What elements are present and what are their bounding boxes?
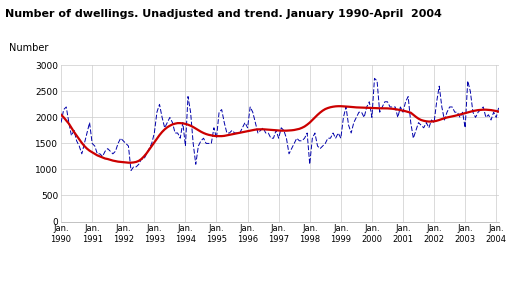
Number of dwellings, unadjusted <box>58 121 64 124</box>
Number of dwellings, trend <box>224 134 230 137</box>
Number of dwellings, unadjusted <box>291 142 297 145</box>
Text: Number of dwellings. Unadjusted and trend. January 1990-April  2004: Number of dwellings. Unadjusted and tren… <box>5 9 442 18</box>
Number of dwellings, unadjusted <box>372 77 378 80</box>
Line: Number of dwellings, trend: Number of dwellings, trend <box>61 106 499 163</box>
Number of dwellings, unadjusted <box>128 169 134 172</box>
Number of dwellings, trend <box>120 160 126 164</box>
Number of dwellings, unadjusted <box>496 105 502 109</box>
Number of dwellings, trend <box>291 128 297 132</box>
Number of dwellings, trend <box>455 114 461 117</box>
Number of dwellings, unadjusted <box>270 137 276 140</box>
Text: Number: Number <box>9 43 48 53</box>
Number of dwellings, trend <box>58 113 64 116</box>
Number of dwellings, unadjusted <box>224 131 230 135</box>
Line: Number of dwellings, unadjusted: Number of dwellings, unadjusted <box>61 78 499 170</box>
Number of dwellings, trend <box>125 161 131 164</box>
Number of dwellings, unadjusted <box>455 110 461 114</box>
Number of dwellings, trend <box>496 110 502 113</box>
Number of dwellings, unadjusted <box>273 129 279 132</box>
Number of dwellings, trend <box>273 129 279 132</box>
Number of dwellings, trend <box>335 105 341 108</box>
Number of dwellings, trend <box>270 128 276 132</box>
Number of dwellings, unadjusted <box>120 139 126 143</box>
